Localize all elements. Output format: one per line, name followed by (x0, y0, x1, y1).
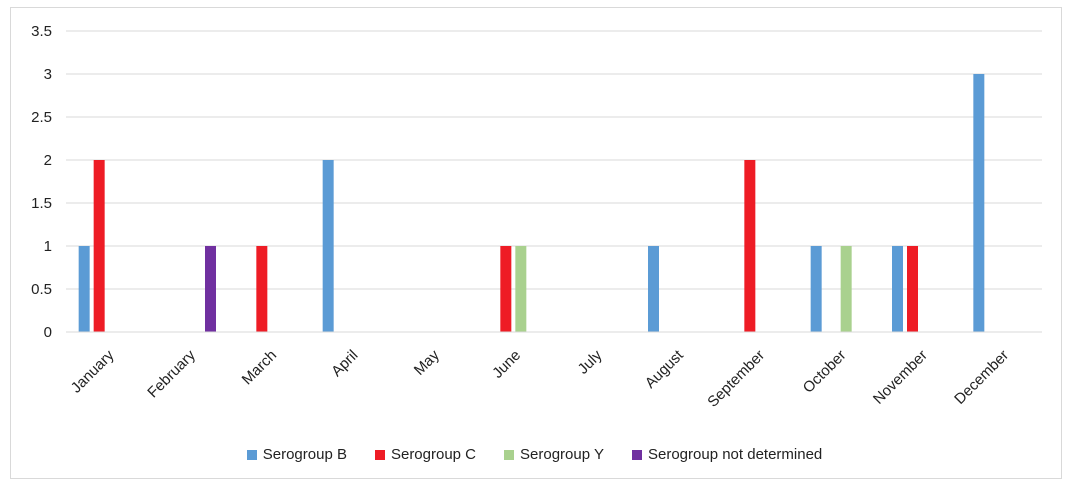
y-tick-label: 1 (44, 238, 52, 255)
legend-swatch (631, 449, 642, 460)
legend-label: Serogroup not determined (647, 446, 823, 463)
legend-item: Serogroup Y (504, 446, 604, 463)
x-tick-label: February (144, 346, 199, 401)
bar-serogroup-c-september (744, 160, 756, 332)
bar-serogroup-b-april (322, 160, 334, 332)
bar-serogroup-b-august (648, 246, 659, 332)
y-tick-label: 3 (44, 66, 52, 83)
legend-label: Serogroup Y (520, 446, 604, 463)
x-tick-label: April (328, 347, 361, 380)
y-tick-label: 2.5 (31, 109, 52, 126)
legend-item: Serogroup B (246, 446, 347, 463)
x-tick-label: December (951, 347, 1012, 408)
bar-serogroup-b-november (892, 246, 903, 332)
x-tick-label: January (68, 346, 118, 396)
x-tick-label: August (642, 346, 688, 392)
x-tick-label: July (575, 346, 606, 377)
bar-serogroup-y-october (840, 246, 852, 332)
chart-frame (10, 7, 1062, 479)
legend-label: Serogroup B (262, 446, 347, 463)
legend-label: Serogroup C (390, 446, 477, 463)
x-tick-label: September (704, 347, 768, 411)
legend-swatch (246, 449, 257, 460)
y-tick-label: 0 (44, 324, 52, 341)
bar-serogroup-b-december (973, 74, 985, 332)
legend-item: Serogroup not determined (631, 446, 823, 463)
bar-serogroup-y-june (515, 246, 527, 332)
y-tick-label: 1.5 (31, 195, 52, 212)
bar-serogroup-not-determined-february (205, 246, 216, 332)
x-tick-label: October (800, 347, 850, 397)
legend-swatch (374, 449, 385, 460)
bar-serogroup-c-november (907, 246, 918, 332)
legend-item: Serogroup C (374, 446, 477, 463)
x-tick-label: March (239, 347, 280, 388)
legend: Serogroup B Serogroup C Serogroup Y Serogro… (0, 446, 1069, 463)
bars (78, 74, 985, 332)
x-tick-label: May (411, 346, 443, 378)
bar-serogroup-b-january (78, 246, 90, 332)
bar-serogroup-b-october (810, 246, 822, 332)
bar-serogroup-c-june (500, 246, 512, 332)
y-axis: 0 0.5 1 1.5 2 2.5 3 3.5 (31, 23, 52, 341)
y-tick-label: 3.5 (31, 23, 52, 40)
bar-serogroup-c-march (256, 246, 268, 332)
y-tick-label: 0.5 (31, 281, 52, 298)
bar-serogroup-c-january (93, 160, 105, 332)
x-axis: January February March April May June July Augu… (66, 331, 1042, 411)
legend-swatch (504, 449, 515, 460)
x-tick-label: November (870, 347, 931, 408)
x-tick-label: June (489, 347, 524, 382)
y-tick-label: 2 (44, 152, 52, 169)
